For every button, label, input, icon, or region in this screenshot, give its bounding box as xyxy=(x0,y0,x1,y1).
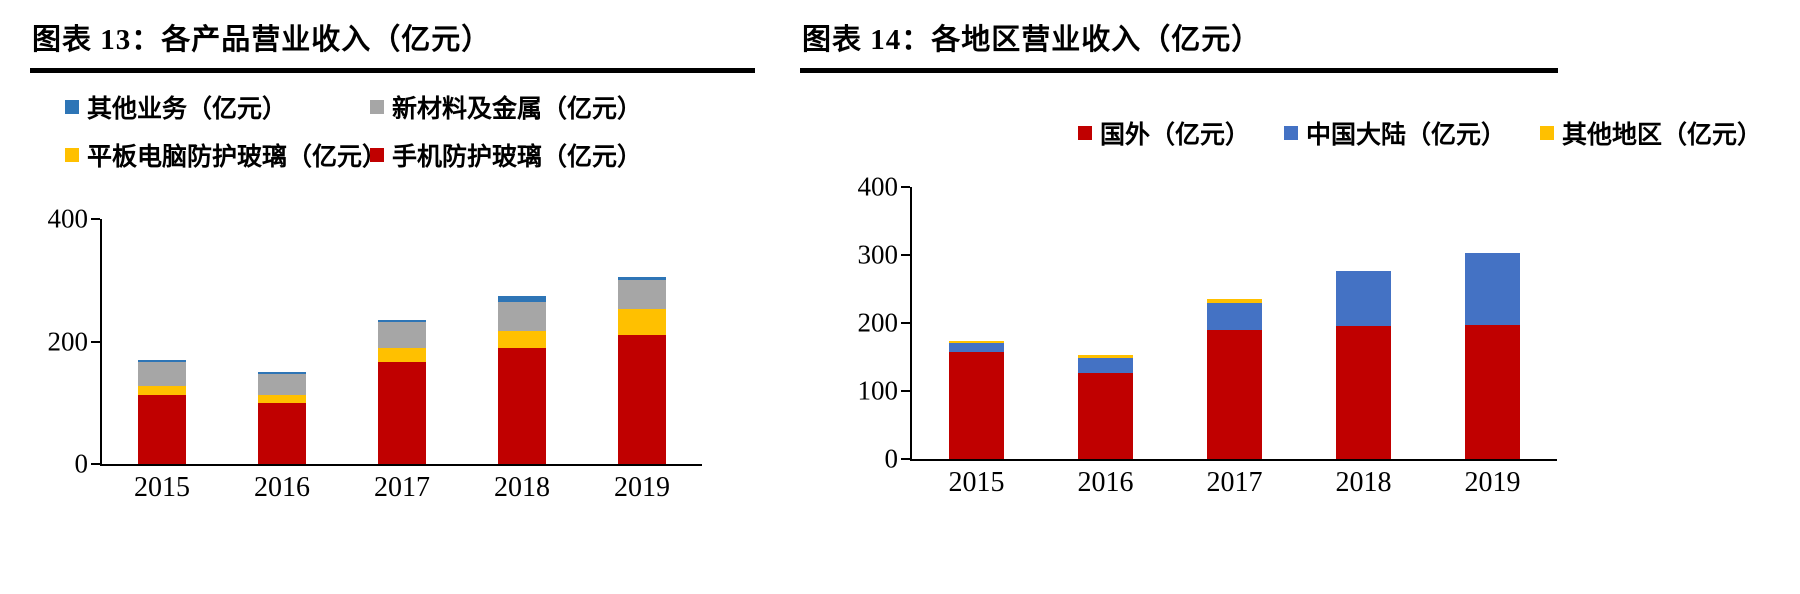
stacked-bar-plot: 0 100 200 300 400 2015 2016 2017 2018 2019 xyxy=(858,172,1557,498)
legend-swatch xyxy=(370,148,384,162)
x-tick-label: 2018 xyxy=(1335,467,1392,498)
bar-segment xyxy=(1078,372,1133,459)
bar-segment xyxy=(498,301,546,332)
y-axis-tick xyxy=(901,186,910,188)
legend-item: 手机防护玻璃（亿元） xyxy=(370,137,755,173)
bar-segment xyxy=(1207,329,1262,459)
y-axis-tick xyxy=(91,218,100,220)
legend-swatch xyxy=(1284,126,1299,140)
y-axis-tick xyxy=(91,463,100,465)
chart-title: 图表 13：各产品营业收入（亿元） xyxy=(30,14,755,73)
legend-label: 平板电脑防护玻璃（亿元） xyxy=(87,144,388,171)
legend-swatch xyxy=(370,100,384,114)
bar-segment xyxy=(618,277,666,281)
legend-item: 平板电脑防护玻璃（亿元） xyxy=(65,137,387,173)
bar-segment xyxy=(498,347,546,464)
legend-label: 其他业务（亿元） xyxy=(87,96,288,123)
bar-segment xyxy=(1207,299,1262,303)
x-tick-label: 2017 xyxy=(1206,467,1263,498)
y-axis-tick xyxy=(901,390,910,392)
x-tick-label: 2019 xyxy=(614,472,670,503)
bar-segment xyxy=(498,295,546,302)
chart-panel-products: 图表 13：各产品营业收入（亿元） 其他业务（亿元） 新材料及金属（亿元） 平板电脑… xyxy=(30,14,755,503)
chart-area: 0 100 200 300 400 2015 2016 2017 2018 2019 xyxy=(800,172,1558,498)
y-axis-tick xyxy=(901,458,910,460)
y-tick-label: 200 xyxy=(857,307,899,338)
legend-swatch xyxy=(1078,126,1092,140)
x-tick-label: 2018 xyxy=(494,472,550,503)
x-tick-label: 2015 xyxy=(134,472,190,503)
legend: 国外（亿元） 中国大陆（亿元） 其他地区（亿元） xyxy=(1078,115,1762,151)
chart-title: 图表 14：各地区营业收入（亿元） xyxy=(800,14,1558,73)
legend-item: 其他地区（亿元） xyxy=(1540,115,1762,151)
legend-label: 新材料及金属（亿元） xyxy=(392,96,643,123)
legend-label: 其他地区（亿元） xyxy=(1562,122,1763,149)
legend-label: 手机防护玻璃（亿元） xyxy=(392,144,643,171)
y-axis-tick xyxy=(91,340,100,343)
y-tick-label: 400 xyxy=(47,203,89,234)
legend-label: 中国大陆（亿元） xyxy=(1306,122,1507,149)
bar-segment xyxy=(258,394,306,403)
x-tick-label: 2016 xyxy=(1077,467,1134,498)
bar-segment xyxy=(138,385,186,395)
bar-segment xyxy=(949,341,1004,344)
bar-segment xyxy=(138,394,186,464)
bar-segment xyxy=(258,402,306,464)
stacked-bar-plot: 0 200 400 2015 2016 2017 2018 2019 xyxy=(48,204,702,503)
bar-segment xyxy=(138,362,186,386)
legend-label: 国外（亿元） xyxy=(1100,122,1251,149)
y-tick-label: 100 xyxy=(857,375,899,406)
y-tick-label: 400 xyxy=(857,171,899,202)
legend-item: 新材料及金属（亿元） xyxy=(370,89,755,125)
bar-segment xyxy=(138,359,186,363)
bar-segment xyxy=(949,343,1004,352)
bar-segment xyxy=(378,320,426,322)
bar-segment xyxy=(1078,358,1133,373)
legend-swatch xyxy=(65,148,79,162)
y-axis-tick xyxy=(901,322,910,324)
legend-swatch xyxy=(65,100,79,114)
x-tick-label: 2019 xyxy=(1464,467,1521,498)
x-tick-label: 2017 xyxy=(374,472,430,503)
bar-segment xyxy=(949,351,1004,459)
y-axis-tick xyxy=(901,254,910,256)
bar-segment xyxy=(378,347,426,362)
y-tick-label: 0 xyxy=(74,448,89,479)
chart-panel-regions: 图表 14：各地区营业收入（亿元） 国外（亿元） 中国大陆（亿元） 其他地区（亿元）… xyxy=(800,14,1762,498)
bar-segment xyxy=(618,335,666,464)
y-tick-label: 200 xyxy=(47,326,89,356)
bar-segment xyxy=(1336,270,1391,327)
bar-segment xyxy=(618,309,666,336)
bar-segment xyxy=(378,321,426,348)
bar-segment xyxy=(1465,325,1520,459)
legend-item: 国外（亿元） xyxy=(1078,115,1250,151)
y-tick-label: 300 xyxy=(857,239,899,270)
legend-swatch xyxy=(1540,126,1555,140)
x-tick-label: 2016 xyxy=(254,472,310,503)
bar-segment xyxy=(258,372,306,374)
legend-item: 其他业务（亿元） xyxy=(65,89,370,125)
bar-segment xyxy=(1207,302,1262,330)
bar-segment xyxy=(1465,252,1520,326)
bar-segment xyxy=(618,280,666,310)
bar-segment xyxy=(378,361,426,464)
y-tick-label: 0 xyxy=(884,443,899,474)
x-tick-label: 2015 xyxy=(948,467,1005,498)
bar-segment xyxy=(258,373,306,395)
legend: 其他业务（亿元） 新材料及金属（亿元） 平板电脑防护玻璃（亿元） 手机防护玻璃（亿元） xyxy=(65,89,755,173)
bar-segment xyxy=(498,331,546,348)
bar-segment xyxy=(1078,354,1133,359)
chart-area: 0 200 400 2015 2016 2017 2018 2019 xyxy=(30,204,755,503)
bar-segment xyxy=(1336,326,1391,459)
legend-item: 中国大陆（亿元） xyxy=(1284,115,1506,151)
